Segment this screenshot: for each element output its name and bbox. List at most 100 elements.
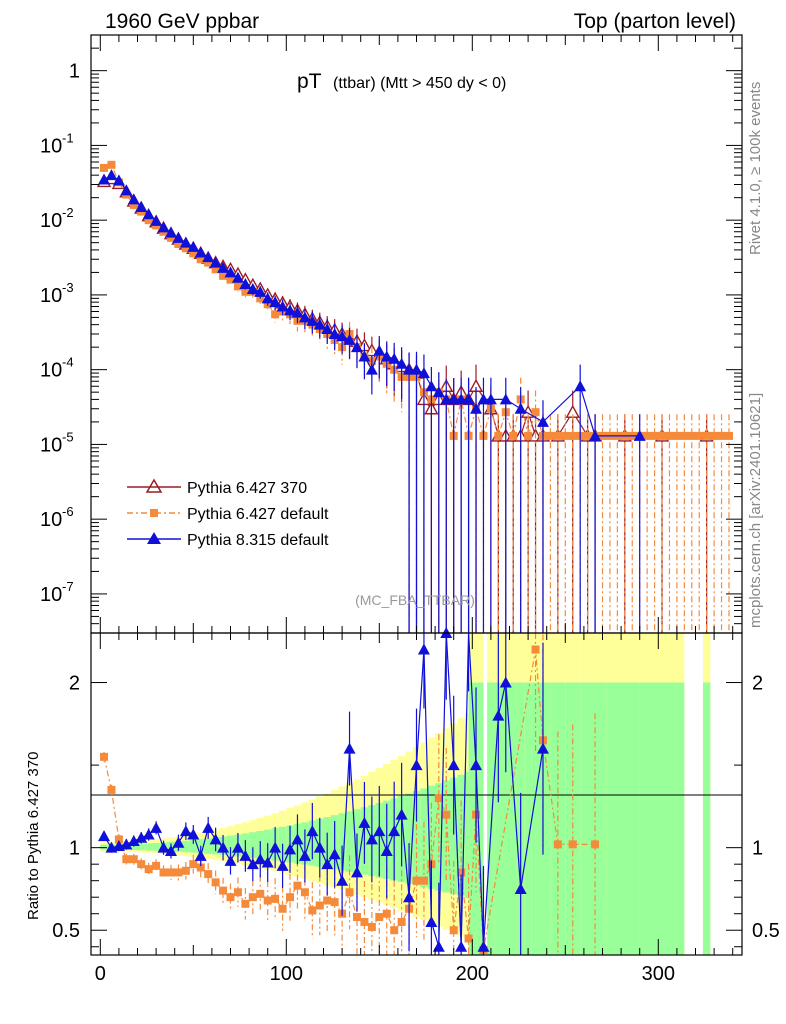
side-label-rivet: Rivet 4.1.0, ≥ 100k events: [747, 82, 764, 255]
ratio-point-p6-default: [114, 835, 123, 844]
ratio-point-p6-default: [159, 868, 168, 877]
point-p8: [105, 169, 118, 181]
ratio-point-p6-default: [219, 886, 228, 895]
ratio-point-p6-default: [330, 898, 339, 907]
ratio-band-green: [524, 682, 532, 955]
point-p8: [395, 357, 408, 369]
point-p6-default: [710, 431, 719, 440]
ratio-point-p8: [231, 841, 244, 853]
point-p8: [633, 429, 646, 441]
plot-title: pT (ttbar) (Mtt > 450 dy < 0): [297, 70, 506, 93]
ratio-point-p8: [179, 825, 192, 837]
point-p8: [388, 352, 401, 364]
header-right: Top (parton level): [574, 10, 736, 33]
ratio-point-p6-default: [390, 926, 399, 935]
ratio-band-green: [702, 682, 711, 955]
ratio-point-p6-default: [233, 888, 242, 897]
point-p6-default: [724, 431, 733, 440]
ratio-point-p6-default: [591, 840, 600, 849]
point-p6-default: [583, 431, 592, 440]
ratio-point-p8: [254, 853, 267, 865]
point-p6-default: [181, 244, 190, 253]
point-p8: [150, 214, 163, 226]
point-p8: [261, 292, 274, 304]
point-p6-default: [561, 431, 570, 440]
point-p6-default: [672, 431, 681, 440]
point-p6-default: [204, 258, 213, 267]
ratio-point-p8: [380, 844, 393, 856]
ratio-point-p6-default: [189, 860, 198, 869]
legend-label-p6-default: Pythia 6.427 default: [187, 506, 329, 523]
point-p6-default: [211, 265, 220, 274]
ratio-point-p6-default: [531, 645, 540, 654]
ratio-point-p6-default: [323, 896, 332, 905]
ratio-band-green: [182, 840, 190, 853]
ratio-band-green: [345, 811, 354, 872]
header-left: 1960 GeV ppbar: [105, 10, 259, 33]
point-p8: [350, 341, 363, 353]
ratio-point-p8: [269, 841, 282, 853]
ratio-point-p6-default: [345, 888, 354, 897]
ratio-point-p6-default: [137, 860, 146, 869]
ratio-point-p8: [499, 676, 512, 688]
point-p8: [336, 330, 349, 342]
y-tick-label: 10: [40, 285, 62, 307]
ratio-point-p8: [403, 891, 416, 903]
ratio-y-tick-label-right: 1: [752, 838, 763, 860]
point-p6-default: [553, 431, 562, 440]
ratio-point-p6-default: [397, 917, 406, 926]
ratio-band-green: [249, 832, 257, 858]
point-p6-default: [241, 287, 250, 296]
point-p8: [470, 402, 483, 414]
ratio-point-p8: [202, 821, 215, 833]
ratio-point-p8: [358, 816, 371, 828]
point-p8: [269, 296, 282, 308]
ratio-band-green: [405, 793, 413, 884]
ratio-point-p6-default: [248, 893, 257, 902]
point-p6-default: [107, 160, 116, 169]
ratio-band-green: [606, 682, 644, 955]
ratio-y-tick-label-right: 2: [752, 673, 763, 695]
point-p6-default: [144, 216, 153, 225]
point-p6-default: [494, 431, 503, 440]
point-p6-default: [650, 431, 659, 440]
point-p8: [276, 300, 289, 312]
ratio-point-p6-default: [308, 906, 317, 915]
ratio-band-green: [449, 777, 458, 895]
ratio-point-p8: [536, 742, 549, 754]
point-p8: [425, 380, 438, 392]
ratio-band-green: [137, 843, 145, 851]
point-p8: [135, 201, 148, 213]
point-p6-default: [233, 282, 242, 291]
ratio-band-green: [427, 785, 436, 889]
point-p8: [239, 277, 252, 289]
y-tick-label: 10: [40, 584, 62, 606]
y-tick-label: 10: [40, 360, 62, 382]
ratio-series-p8: [98, 627, 549, 955]
ratio-point-p6-default: [293, 881, 302, 890]
ratio-point-p6-default: [174, 868, 183, 877]
ratio-band-green: [487, 682, 495, 955]
point-p8: [187, 240, 200, 252]
ratio-point-p8: [98, 830, 111, 842]
ratio-point-p6-default: [256, 889, 265, 898]
ratio-y-axis-label: Ratio to Pythia 6.427 370: [25, 752, 42, 920]
ratio-point-p8: [425, 915, 438, 927]
point-p6-default: [166, 233, 175, 242]
ratio-point-p8: [350, 866, 363, 878]
legend-marker-p8: [147, 532, 161, 544]
y-tick-exponent: -1: [62, 130, 74, 145]
ratio-band-green: [639, 682, 685, 955]
ratio-point-p6-default: [271, 894, 280, 903]
ratio-band-green: [189, 840, 198, 853]
point-p8: [432, 386, 445, 398]
ratio-band-green: [204, 838, 212, 854]
legend-label-p8: Pythia 8.315 default: [187, 532, 329, 549]
ratio-point-p8: [261, 856, 274, 868]
y-tick-exponent: -7: [62, 579, 74, 594]
point-p8: [157, 221, 170, 233]
ratio-point-p6-default: [419, 876, 428, 885]
ratio-point-p6-default: [412, 876, 421, 885]
